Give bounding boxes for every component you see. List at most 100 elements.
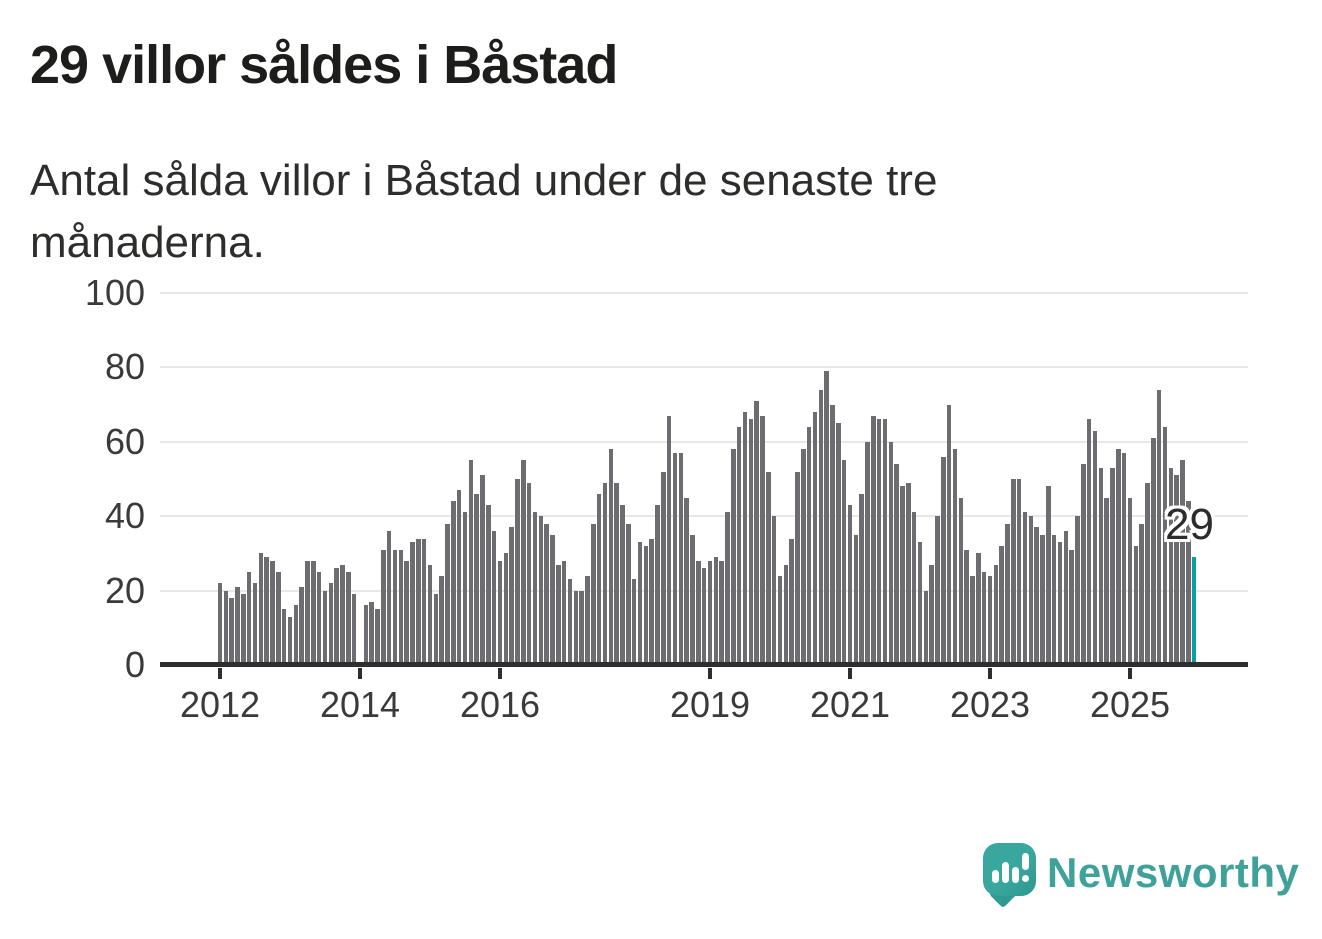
bar: [509, 527, 514, 665]
bar: [836, 423, 841, 665]
bar: [398, 549, 404, 665]
x-axis-label: 2021: [809, 684, 891, 725]
bar: [725, 512, 730, 665]
logo-exclamation-icon: [1022, 853, 1029, 870]
bar: [1162, 426, 1168, 665]
bar: [579, 590, 584, 665]
y-axis-label: 20: [104, 569, 145, 611]
bar: [626, 523, 631, 665]
bar: [1156, 389, 1162, 665]
bar: [556, 564, 561, 665]
gridline: [160, 515, 1248, 518]
bar: [591, 523, 596, 665]
bar: [1028, 516, 1034, 665]
bar: [608, 449, 614, 665]
bar: [328, 583, 334, 665]
bar: [999, 545, 1004, 665]
bar: [334, 568, 339, 665]
bar: [1022, 512, 1028, 665]
bar: [771, 516, 777, 665]
bar: [952, 449, 958, 665]
tick-mark: [218, 668, 222, 679]
tick-mark: [847, 668, 852, 679]
gridline: [160, 440, 1248, 443]
newsworthy-logo-icon: [983, 843, 1036, 896]
bar: [976, 553, 981, 665]
bar: [445, 523, 450, 665]
x-axis-label: 2016: [459, 684, 541, 725]
bar: [264, 557, 269, 665]
logo-exclamation-dot-icon: [1022, 875, 1029, 882]
x-axis-label: 2023: [949, 684, 1031, 725]
bar: [941, 456, 946, 665]
bar: [1174, 475, 1179, 665]
bar: [1040, 534, 1045, 665]
bar: [672, 452, 678, 665]
bar: [871, 415, 876, 665]
bar: [427, 564, 433, 665]
bar: [830, 404, 835, 665]
bar: [258, 553, 264, 665]
bar: [375, 609, 380, 665]
bar: [1034, 527, 1039, 665]
bar: [486, 505, 491, 665]
bar: [439, 575, 444, 665]
bar: [666, 415, 672, 665]
bar: [602, 482, 608, 665]
x-axis-label: 2019: [669, 684, 751, 725]
bar: [311, 560, 316, 665]
bar: [1016, 479, 1022, 665]
bar: [1145, 482, 1150, 665]
logo-mini-bar-icon: [1002, 862, 1009, 883]
bar: [958, 497, 964, 665]
bar: [369, 601, 374, 665]
x-axis-label: 2012: [179, 684, 261, 725]
bar-value-label: 29: [1165, 500, 1214, 549]
bar: [929, 564, 934, 665]
bar: [754, 400, 759, 665]
gridline: [160, 366, 1248, 369]
bar: [1069, 549, 1074, 665]
bar: [573, 590, 579, 665]
bar: [223, 590, 229, 665]
tick-mark: [497, 668, 502, 679]
bar: [404, 560, 409, 665]
bar: [894, 464, 899, 665]
bar: [1075, 516, 1080, 665]
tick-mark: [357, 668, 362, 679]
bar: [1168, 467, 1174, 665]
bar: [643, 545, 649, 665]
bar: [701, 568, 707, 665]
bar: [1121, 452, 1127, 665]
y-axis-label: 100: [84, 272, 145, 313]
bar: [1057, 542, 1063, 665]
bar: [270, 560, 275, 665]
y-axis-label: 40: [104, 495, 145, 537]
bar: [1098, 467, 1104, 665]
bar: [806, 426, 812, 665]
x-axis-label: 2025: [1089, 684, 1171, 725]
bar: [451, 501, 456, 665]
bar: [1139, 523, 1144, 665]
bar: [276, 572, 281, 665]
bar: [859, 493, 864, 665]
bar: [305, 560, 310, 665]
bar: [515, 479, 520, 665]
bar: [935, 516, 940, 665]
bar: [386, 531, 392, 665]
bar: [503, 553, 509, 665]
bar: [766, 471, 771, 665]
bar: [993, 564, 999, 665]
highlighted-bar: [1191, 557, 1197, 665]
bar: [550, 534, 555, 665]
bar: [235, 586, 240, 665]
bar: [923, 590, 929, 665]
bar: [480, 475, 485, 665]
tick-mark: [987, 668, 992, 679]
chart-subtitle: Antal sålda villor i Båstad under de sen…: [30, 156, 938, 268]
bar: [812, 412, 818, 665]
bar: [637, 542, 643, 665]
bar: [421, 538, 427, 665]
bar: [1086, 419, 1092, 665]
bar: [363, 605, 369, 665]
